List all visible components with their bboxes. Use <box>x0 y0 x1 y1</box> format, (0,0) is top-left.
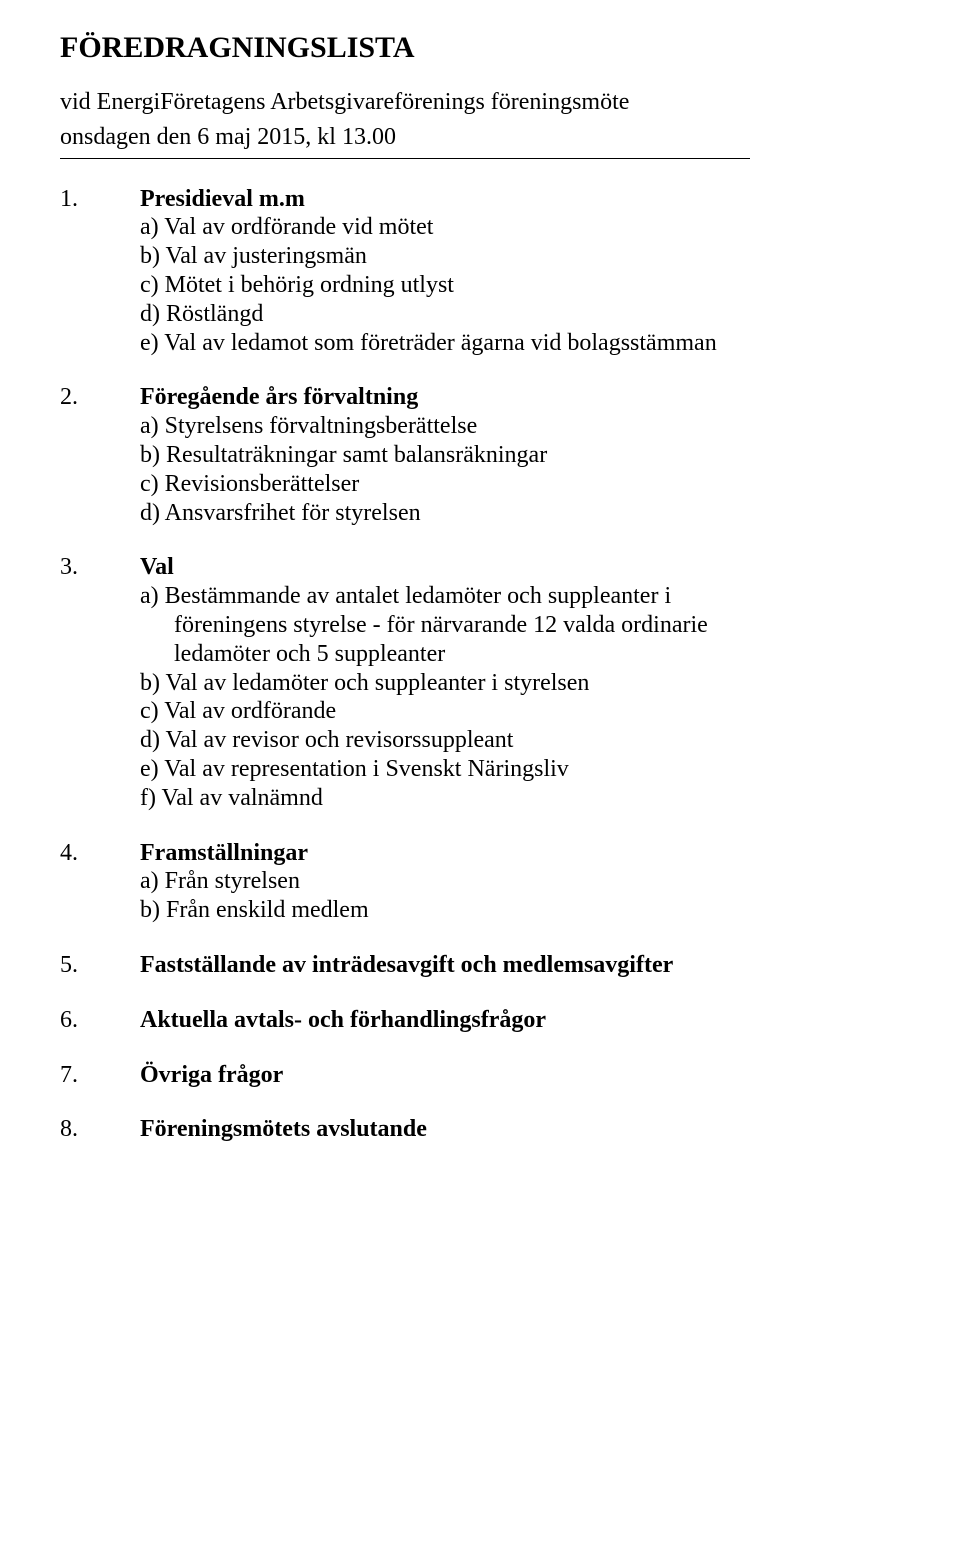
item-sub: d) Val av revisor och revisorssuppleant <box>140 726 900 755</box>
document-subtitle-line1: vid EnergiFöretagens Arbetsgivareförenin… <box>60 88 900 117</box>
item-number: 5. <box>60 951 140 980</box>
item-number: 4. <box>60 839 140 868</box>
item-sub: d) Ansvarsfrihet för styrelsen <box>140 499 900 528</box>
agenda-item: 7. Övriga frågor <box>60 1061 900 1090</box>
item-sub: a) Val av ordförande vid mötet <box>140 213 900 242</box>
item-heading: Föreningsmötets avslutande <box>140 1116 427 1142</box>
item-number: 3. <box>60 553 140 582</box>
item-sub: d) Röstlängd <box>140 300 900 329</box>
divider <box>60 158 750 159</box>
item-sub: e) Val av representation i Svenskt Närin… <box>140 755 900 784</box>
item-sub: c) Val av ordförande <box>140 697 900 726</box>
item-number: 8. <box>60 1115 140 1144</box>
item-content: Föregående års förvaltning a) Styrelsens… <box>140 383 900 527</box>
document-subtitle-line2: onsdagen den 6 maj 2015, kl 13.00 <box>60 123 900 152</box>
item-sub: b) Resultaträkningar samt balansräkninga… <box>140 441 900 470</box>
item-sub: b) Val av ledamöter och suppleanter i st… <box>140 669 900 698</box>
item-sub: c) Revisionsberättelser <box>140 470 900 499</box>
item-number: 7. <box>60 1061 140 1090</box>
agenda-item: 3. Val a) Bestämmande av antalet ledamöt… <box>60 553 900 812</box>
item-number: 2. <box>60 383 140 412</box>
item-content: Val a) Bestämmande av antalet ledamöter … <box>140 553 900 812</box>
item-content: Presidieval m.m a) Val av ordförande vid… <box>140 185 900 358</box>
agenda-item: 1. Presidieval m.m a) Val av ordförande … <box>60 185 900 358</box>
item-number: 1. <box>60 185 140 214</box>
item-sub-continuation: ledamöter och 5 suppleanter <box>140 640 900 669</box>
item-content: Aktuella avtals- och förhandlingsfrågor <box>140 1006 900 1035</box>
agenda-item: 8. Föreningsmötets avslutande <box>60 1115 900 1144</box>
item-sub: b) Från enskild medlem <box>140 896 900 925</box>
item-heading: Aktuella avtals- och förhandlingsfrågor <box>140 1007 546 1033</box>
item-heading: Val <box>140 554 174 580</box>
item-content: Övriga frågor <box>140 1061 900 1090</box>
item-sub-continuation: föreningens styrelse - för närvarande 12… <box>140 611 900 640</box>
item-number: 6. <box>60 1006 140 1035</box>
item-sub: a) Bestämmande av antalet ledamöter och … <box>140 582 900 611</box>
item-content: Föreningsmötets avslutande <box>140 1115 900 1144</box>
agenda-item: 6. Aktuella avtals- och förhandlingsfråg… <box>60 1006 900 1035</box>
document-title: FÖREDRAGNINGSLISTA <box>60 30 900 66</box>
item-heading: Övriga frågor <box>140 1062 283 1088</box>
item-heading: Föregående års förvaltning <box>140 384 418 410</box>
item-sub: a) Från styrelsen <box>140 867 900 896</box>
item-heading: Fastställande av inträdesavgift och medl… <box>140 952 673 978</box>
item-sub: e) Val av ledamot som företräder ägarna … <box>140 329 900 358</box>
item-heading: Presidieval m.m <box>140 186 305 212</box>
agenda-item: 4. Framställningar a) Från styrelsen b) … <box>60 839 900 925</box>
agenda-item: 2. Föregående års förvaltning a) Styrels… <box>60 383 900 527</box>
item-heading: Framställningar <box>140 840 308 866</box>
item-sub: c) Mötet i behörig ordning utlyst <box>140 271 900 300</box>
item-sub: a) Styrelsens förvaltningsberättelse <box>140 412 900 441</box>
agenda-item: 5. Fastställande av inträdesavgift och m… <box>60 951 900 980</box>
item-content: Framställningar a) Från styrelsen b) Frå… <box>140 839 900 925</box>
item-sub: f) Val av valnämnd <box>140 784 900 813</box>
item-sub: b) Val av justeringsmän <box>140 242 900 271</box>
item-content: Fastställande av inträdesavgift och medl… <box>140 951 900 980</box>
